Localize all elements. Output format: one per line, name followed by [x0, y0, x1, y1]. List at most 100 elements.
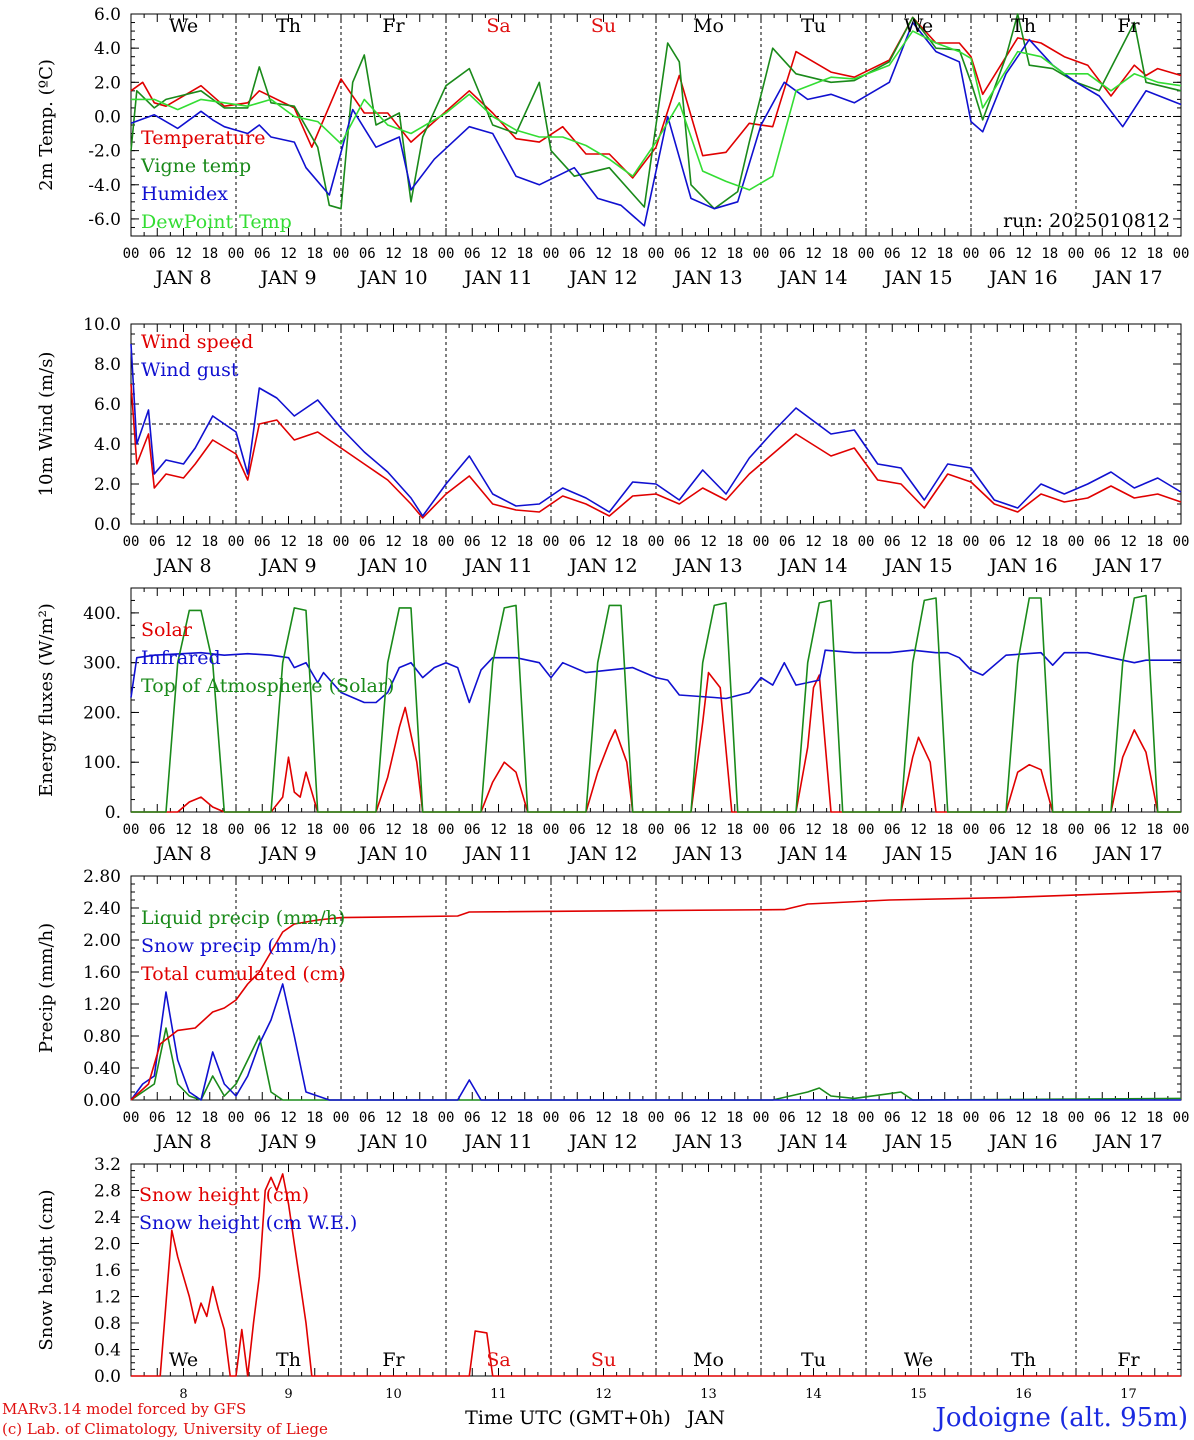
y-tick-label: 4.0	[94, 435, 121, 455]
y-tick-label: 4.0	[94, 39, 121, 59]
x-hour-label: 18	[831, 246, 848, 262]
y-tick-label: 0.0	[94, 515, 121, 535]
x-day-number: 9	[284, 1387, 292, 1402]
x-date-label: JAN 16	[987, 555, 1057, 577]
x-hour-label: 12	[910, 534, 927, 550]
x-hour-label: 18	[516, 1110, 533, 1126]
x-date-label: JAN 11	[462, 843, 532, 865]
series-line-total-cumulated-cm-	[130, 890, 1182, 1101]
x-hour-label: 06	[989, 534, 1006, 550]
x-date-label: JAN 15	[882, 1131, 952, 1153]
x-hour-label: 18	[1146, 1110, 1163, 1126]
x-hour-label: 00	[648, 822, 665, 838]
x-date-label: JAN 12	[567, 1131, 637, 1153]
x-hour-label: 06	[464, 534, 481, 550]
y-tick-label: 1.2	[94, 1288, 121, 1308]
x-hour-label: 06	[149, 246, 166, 262]
x-hour-label: 12	[1015, 246, 1032, 262]
x-hour-label: 18	[306, 534, 323, 550]
x-hour-label: 06	[254, 1110, 271, 1126]
day-of-week-label: Th	[276, 15, 301, 37]
series-line-temperature	[130, 16, 1182, 179]
x-hour-label: 18	[726, 246, 743, 262]
x-hour-label: 00	[123, 1110, 140, 1126]
x-hour-label: 18	[726, 1110, 743, 1126]
x-date-label: JAN 14	[777, 843, 847, 865]
x-date-label: JAN 15	[882, 843, 952, 865]
x-date-label: JAN 9	[258, 1131, 316, 1153]
y-tick-label: 1.20	[83, 995, 121, 1015]
x-day-number: 17	[1120, 1387, 1137, 1402]
model-credit: MARv3.14 model forced by GFS	[2, 1400, 246, 1418]
legend-snow-precip-mm-h-: Snow precip (mm/h)	[141, 935, 337, 957]
x-date-label: JAN 13	[672, 267, 742, 289]
x-day-number: 14	[805, 1387, 822, 1402]
x-hour-label: 00	[438, 822, 455, 838]
x-hour-label: 18	[201, 1110, 218, 1126]
y-tick-label: 2.0	[94, 475, 121, 495]
panel-snow: 0.0 0.4 0.8 1.2 1.6 2.0 2.4 2.8 3.2 Snow height (…	[36, 1155, 1182, 1429]
x-hour-label: 06	[1094, 1110, 1111, 1126]
x-date-label: JAN 12	[567, 843, 637, 865]
x-hour-label: 06	[359, 534, 376, 550]
x-hour-label: 00	[543, 246, 560, 262]
x-hour-label: 12	[1120, 822, 1137, 838]
y-tick-label: -2.0	[88, 142, 121, 162]
x-hour-label: 12	[1015, 822, 1032, 838]
legend-infrared: Infrared	[141, 647, 221, 669]
legend-snow-height-cm-: Snow height (cm)	[139, 1184, 309, 1206]
x-hour-label: 12	[700, 822, 717, 838]
x-hour-label: 06	[1094, 246, 1111, 262]
x-hour-label: 12	[280, 534, 297, 550]
x-hour-label: 06	[464, 1110, 481, 1126]
x-date-label: JAN 13	[672, 1131, 742, 1153]
day-of-week-label: Fr	[382, 15, 405, 37]
legend-temperature: Temperature	[141, 127, 265, 149]
x-date-label: JAN 11	[462, 267, 532, 289]
x-hour-label: 18	[516, 534, 533, 550]
x-date-label: JAN 16	[987, 843, 1057, 865]
x-hour-label: 00	[648, 1110, 665, 1126]
y-tick-label: 300.	[83, 654, 121, 674]
y-tick-label: 10.0	[83, 315, 121, 335]
x-hour-label: 12	[280, 1110, 297, 1126]
x-hour-label: 00	[753, 822, 770, 838]
x-hour-label: 00	[438, 534, 455, 550]
x-hour-label: 12	[490, 246, 507, 262]
x-date-label: JAN 11	[462, 555, 532, 577]
x-hour-label: 06	[884, 246, 901, 262]
x-hour-label: 00	[753, 246, 770, 262]
x-hour-label: 00	[1068, 822, 1085, 838]
lab-credit: (c) Lab. of Climatology, University of L…	[2, 1420, 328, 1438]
x-hour-label: 00	[333, 246, 350, 262]
y-tick-label: 0.0	[94, 1367, 121, 1387]
y-axis-label: Precip (mm/h)	[36, 923, 57, 1053]
x-hour-label: 00	[123, 534, 140, 550]
x-date-label: JAN 10	[357, 555, 427, 577]
x-date-label: JAN 16	[987, 267, 1057, 289]
y-tick-label: 0.8	[94, 1314, 121, 1334]
y-tick-label: 1.60	[83, 963, 121, 983]
x-date-label: JAN 15	[882, 267, 952, 289]
x-hour-label: 06	[359, 822, 376, 838]
x-date-label: JAN 10	[357, 267, 427, 289]
x-hour-label: 06	[254, 534, 271, 550]
y-tick-label: 2.4	[94, 1208, 121, 1228]
x-hour-label: 18	[726, 822, 743, 838]
x-hour-label: 18	[411, 822, 428, 838]
x-hour-label: 18	[1146, 534, 1163, 550]
y-tick-label: -6.0	[88, 210, 121, 230]
x-hour-label: 18	[831, 1110, 848, 1126]
x-hour-label: 12	[280, 822, 297, 838]
x-hour-label: 00	[438, 246, 455, 262]
x-hour-label: 12	[385, 822, 402, 838]
x-date-label: JAN 8	[153, 843, 211, 865]
x-hour-label: 00	[228, 822, 245, 838]
x-hour-label: 06	[674, 1110, 691, 1126]
station-name: Jodoigne (alt. 95m)	[932, 1403, 1188, 1433]
x-hour-label: 18	[1041, 822, 1058, 838]
x-hour-label: 12	[805, 1110, 822, 1126]
x-date-label: JAN 17	[1092, 555, 1162, 577]
x-hour-label: 12	[700, 246, 717, 262]
x-hour-label: 00	[333, 534, 350, 550]
